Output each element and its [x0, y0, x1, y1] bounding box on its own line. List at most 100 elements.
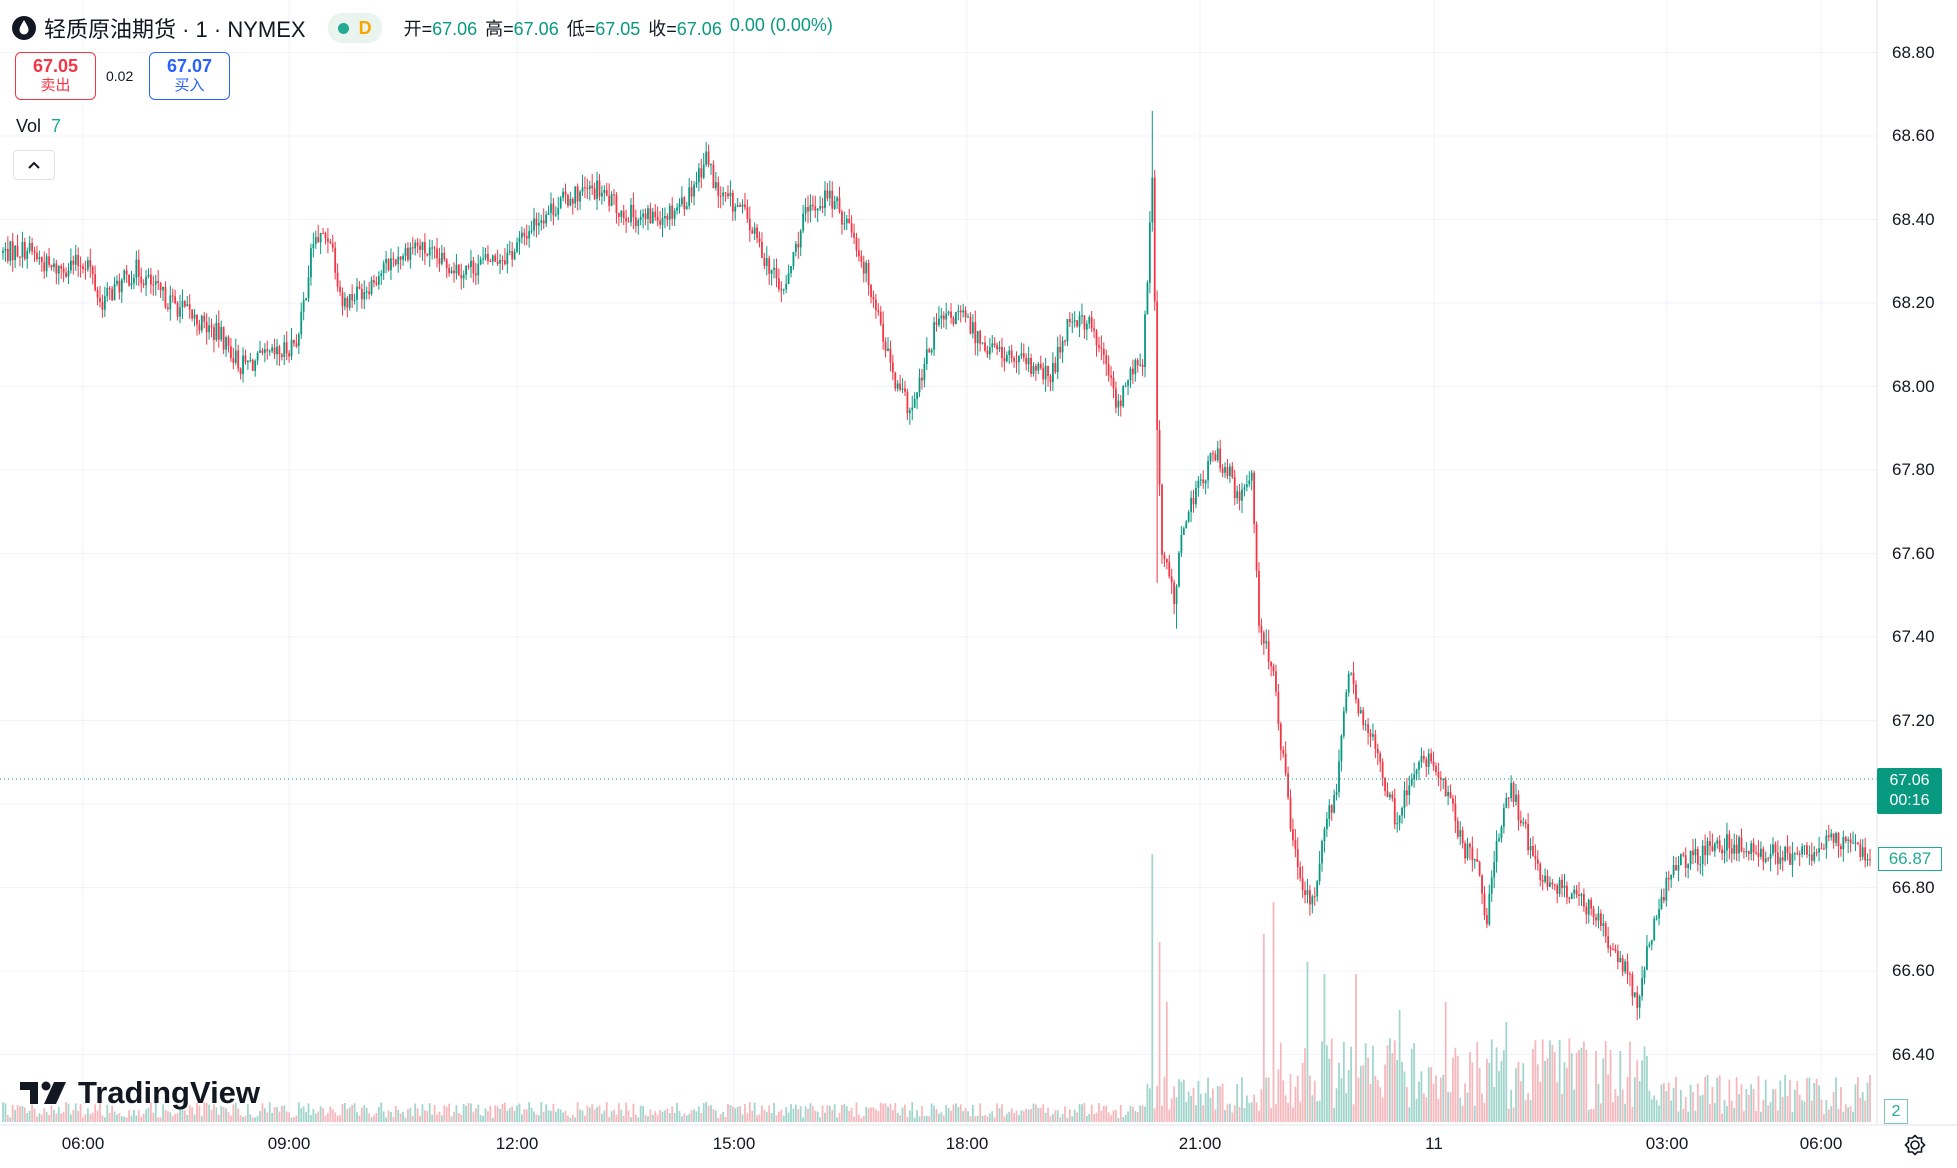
volume-bar [370, 1117, 373, 1122]
candle-body [564, 191, 567, 196]
volume-bar [1061, 1113, 1064, 1122]
buy-button[interactable]: 67.07 买入 [149, 52, 230, 100]
volume-bar [727, 1103, 729, 1122]
volume-bar [1408, 1107, 1411, 1122]
volume-bar [496, 1106, 499, 1122]
volume-bar [1122, 1117, 1125, 1122]
volume-bar [1146, 1083, 1149, 1122]
volume-bar [494, 1105, 497, 1122]
candle-body [363, 291, 366, 300]
candle-body [215, 322, 218, 340]
sell-button[interactable]: 67.05 卖出 [15, 52, 96, 100]
candle-body [1512, 783, 1515, 802]
candle-body [1663, 896, 1665, 901]
volume-bar [1136, 1112, 1139, 1122]
candle-body [159, 283, 162, 291]
candle-body [622, 210, 625, 218]
tradingview-logo[interactable]: TradingView [20, 1075, 260, 1111]
candle-body [200, 315, 203, 331]
candle-body [1638, 996, 1641, 1008]
volume-bar [659, 1110, 661, 1122]
candle-body [1856, 842, 1859, 845]
volume-bar [1532, 1049, 1534, 1122]
volume-bar [1156, 1085, 1159, 1122]
candle-body [1444, 779, 1447, 797]
volume-bar [1568, 1038, 1571, 1122]
volume-bar [870, 1107, 872, 1122]
candle-body [1818, 848, 1820, 853]
chart-settings-button[interactable] [1903, 1133, 1927, 1157]
volume-bar [1047, 1107, 1049, 1122]
candle-body [67, 270, 70, 277]
volume-bar [513, 1111, 516, 1122]
volume-bar [1740, 1084, 1743, 1122]
candle-body [157, 280, 160, 284]
volume-bar [280, 1105, 283, 1122]
volume-bar [188, 1105, 191, 1122]
candle-body [356, 286, 358, 300]
volume-bar [734, 1108, 737, 1122]
volume-bar [1010, 1108, 1013, 1122]
volume-bar [1044, 1112, 1047, 1122]
candle-body [268, 351, 271, 353]
candle-body [979, 331, 982, 344]
market-status-badge[interactable]: D [327, 13, 382, 43]
volume-bar [394, 1105, 397, 1122]
volume-bar [1667, 1082, 1670, 1122]
candle-body [928, 349, 931, 353]
volume-bar [1786, 1096, 1789, 1122]
candle-body [101, 301, 104, 310]
volume-bar [450, 1116, 453, 1122]
candle-body [1682, 854, 1685, 856]
volume-bar [179, 1108, 181, 1122]
candle-body [1071, 321, 1074, 323]
candle-body [1362, 710, 1365, 726]
candle-body [1321, 841, 1323, 864]
candle-body [1342, 711, 1345, 736]
candle-body [858, 250, 860, 257]
candle-body [1153, 177, 1156, 302]
volume-legend[interactable]: Vol 7 [16, 116, 61, 137]
volume-bar [307, 1103, 310, 1122]
candle-body [1502, 807, 1505, 827]
volume-bar [986, 1116, 989, 1122]
volume-bar [824, 1112, 826, 1122]
candle-body [836, 197, 838, 202]
volume-bar [632, 1103, 635, 1122]
market-open-dot-icon [337, 22, 349, 34]
volume-bar [1311, 1095, 1314, 1122]
volume-bar [1255, 1102, 1258, 1122]
candle-body [1243, 487, 1246, 490]
volume-bar [1869, 1075, 1871, 1122]
symbol-title[interactable]: 轻质原油期货 · 1 · NYMEX [44, 17, 306, 42]
candle-body [60, 265, 63, 269]
volume-bar [889, 1103, 892, 1122]
volume-bar [1384, 1064, 1386, 1122]
volume-bar [293, 1117, 295, 1122]
candle-body [768, 258, 771, 274]
volume-bar [1287, 1102, 1289, 1122]
candle-body [433, 247, 436, 249]
volume-bar [1112, 1110, 1115, 1122]
candle-body [479, 259, 482, 265]
volume-bar [23, 1107, 26, 1122]
volume-bar [923, 1116, 926, 1122]
candle-body [1570, 893, 1573, 899]
volume-bar [858, 1114, 860, 1122]
volume-bar [363, 1105, 366, 1122]
candle-body [1292, 829, 1294, 841]
candle-body [826, 190, 829, 199]
collapse-legend-button[interactable] [13, 150, 55, 180]
volume-bar [152, 1112, 155, 1122]
chart-grid [0, 0, 1877, 1125]
volume-bar [690, 1110, 693, 1122]
volume-bar [120, 1116, 123, 1122]
candle-body [651, 211, 654, 224]
candle-body [814, 206, 817, 211]
candle-body [1624, 961, 1627, 972]
candle-body [545, 214, 548, 224]
volume-bar [329, 1106, 332, 1122]
volume-bar [600, 1113, 603, 1122]
current-price-value: 67.06 [1889, 772, 1930, 789]
